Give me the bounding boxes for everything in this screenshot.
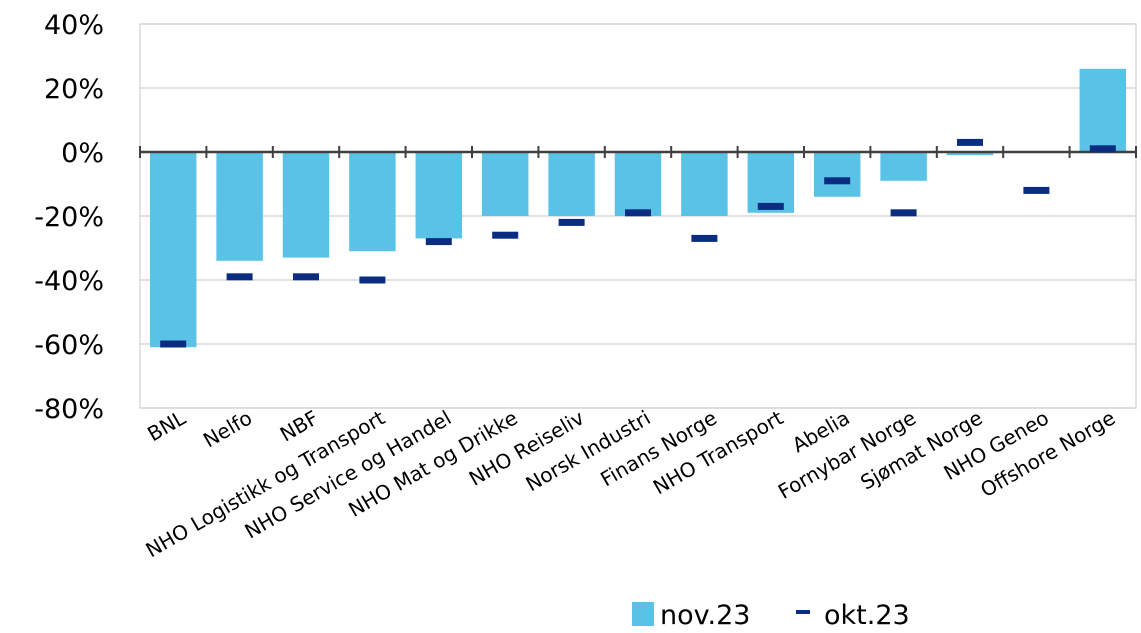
bar	[747, 152, 795, 213]
bar	[282, 152, 330, 258]
y-tick-label: -60%	[34, 330, 104, 361]
y-tick-label: 0%	[61, 138, 104, 169]
marker	[691, 234, 718, 242]
marker	[824, 177, 851, 185]
bar	[481, 152, 529, 216]
marker	[1023, 186, 1050, 194]
marker	[957, 138, 983, 146]
bar	[1079, 68, 1127, 152]
x-category-label: BNL	[143, 405, 190, 446]
bar	[415, 152, 463, 239]
legend-label-nov23: nov.23	[660, 600, 750, 631]
zero-axis	[139, 146, 1137, 158]
y-tick-label: -20%	[34, 202, 104, 233]
bar	[349, 152, 396, 252]
bar	[681, 152, 728, 216]
marker	[558, 218, 585, 226]
legend: nov.23 okt.23	[632, 600, 910, 631]
bar	[548, 152, 595, 216]
y-tick-label: 40%	[44, 10, 104, 41]
marker	[890, 209, 917, 217]
legend-swatch-nov23	[632, 602, 654, 626]
marker	[492, 231, 519, 239]
markers-okt23	[160, 138, 1116, 348]
y-tick-label: -40%	[34, 266, 104, 297]
marker	[625, 209, 651, 217]
y-tick-label: 20%	[44, 74, 104, 105]
bar	[216, 152, 263, 261]
marker	[425, 238, 452, 246]
x-category-label: Nelfo	[199, 406, 256, 453]
bar	[149, 152, 197, 348]
marker	[160, 340, 187, 348]
legend-label-okt23: okt.23	[824, 600, 910, 631]
marker	[293, 273, 319, 281]
legend-swatch-okt23	[796, 610, 810, 614]
marker	[1089, 145, 1116, 153]
axes	[139, 23, 1137, 409]
marker	[226, 273, 253, 281]
bar	[946, 152, 994, 156]
marker	[359, 276, 386, 284]
bar	[880, 152, 927, 181]
y-tick-labels: 40% 20% 0% -20% -40% -60% -80%	[34, 10, 104, 425]
bar	[614, 152, 662, 216]
plot-area-border	[139, 23, 1137, 409]
marker	[757, 202, 784, 210]
y-tick-label: -80%	[34, 394, 104, 425]
bars-nov23	[149, 68, 1127, 348]
bar	[813, 152, 861, 197]
